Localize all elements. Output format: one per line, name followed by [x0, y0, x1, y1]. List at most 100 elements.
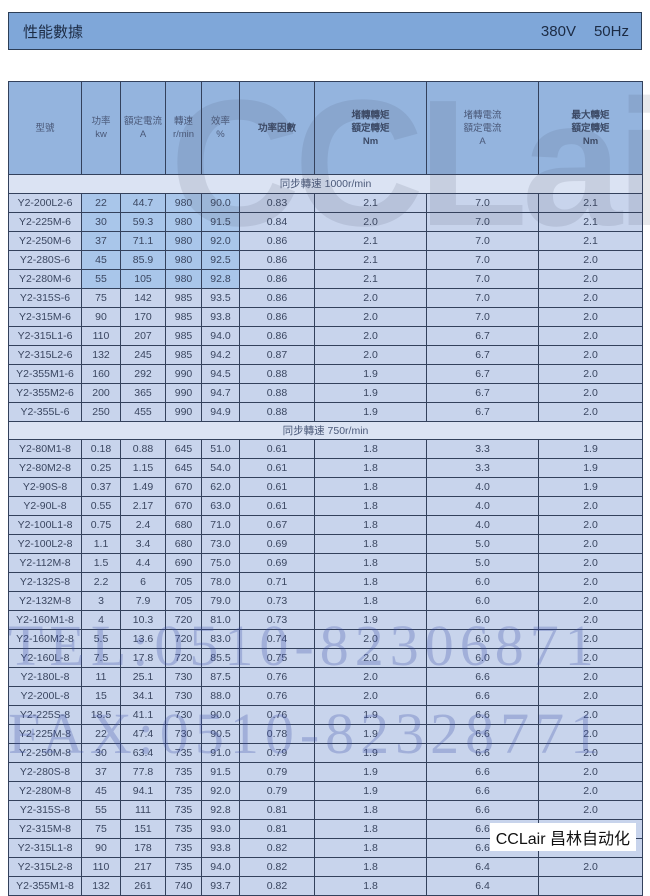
table-cell: 30	[81, 211, 121, 232]
table-cell: 0.61	[239, 439, 315, 459]
table-cell: 2.0	[538, 553, 643, 573]
table-cell: 200	[81, 382, 121, 403]
table-cell: 85.9	[120, 249, 166, 270]
table-cell: 6.4	[426, 876, 539, 896]
table-cell: 0.75	[239, 648, 315, 668]
table-cell: 2.0	[538, 686, 643, 706]
table-cell: 735	[165, 781, 202, 801]
table-cell: 6.6	[426, 724, 539, 744]
table-cell: 0.79	[239, 762, 315, 782]
table-cell: 6.6	[426, 800, 539, 820]
table-cell: 94.5	[201, 363, 240, 384]
title-bar: 性能數據 380V 50Hz	[8, 12, 642, 50]
table-row: Y2-315L2-6 132 245 985 94.2 0.87 2.0 6.7 2.0	[8, 344, 643, 365]
table-cell: 71.0	[201, 515, 240, 535]
table-cell: Y2-132M-8	[8, 591, 82, 611]
table-cell: 0.78	[239, 724, 315, 744]
table-row: Y2-355M1-8 132 261 740 93.7 0.82 1.8 6.4	[8, 876, 643, 896]
table-cell: 94.0	[201, 857, 240, 877]
table-cell: 45	[81, 249, 121, 270]
table-cell: 0.55	[81, 496, 121, 516]
table-cell: 22	[81, 724, 121, 744]
table-cell: 6.7	[426, 401, 539, 422]
table-cell: 94.2	[201, 344, 240, 365]
table-cell: 2.0	[538, 325, 643, 346]
table-cell: Y2-280M-8	[8, 781, 82, 801]
table-cell: 735	[165, 762, 202, 782]
table-cell: 7.0	[426, 192, 539, 213]
table-row: Y2-180L-8 11 25.1 730 87.5 0.76 2.0 6.6 2.0	[8, 667, 643, 687]
table-cell: 0.86	[239, 249, 315, 270]
table-cell: 90.0	[201, 192, 240, 213]
table-cell: 2.0	[314, 344, 427, 365]
table-cell: 1.9	[314, 705, 427, 725]
table-cell: 6.0	[426, 629, 539, 649]
table-cell: 1.8	[314, 819, 427, 839]
table-cell: 735	[165, 857, 202, 877]
table-cell: 985	[165, 287, 202, 308]
table-cell: 2.0	[538, 648, 643, 668]
table-cell: Y2-200L-8	[8, 686, 82, 706]
table-cell: 6.6	[426, 686, 539, 706]
table-cell: Y2-160M1-8	[8, 610, 82, 630]
table-cell: 0.81	[239, 819, 315, 839]
table-cell: 1.49	[120, 477, 166, 497]
table-cell: 0.84	[239, 211, 315, 232]
table-cell: 3.3	[426, 439, 539, 459]
table-cell: 92.8	[201, 268, 240, 289]
table-cell: Y2-355M1-8	[8, 876, 82, 896]
table-cell: 0.71	[239, 572, 315, 592]
table-cell: 2.1	[538, 192, 643, 213]
table-cell: 37	[81, 230, 121, 251]
table-cell: 17.8	[120, 648, 166, 668]
table-cell: 0.83	[239, 192, 315, 213]
table-cell: 245	[120, 344, 166, 365]
table-cell: 5.5	[81, 629, 121, 649]
table-cell: 77.8	[120, 762, 166, 782]
table-row: Y2-225M-8 22 47.4 730 90.5 0.78 1.9 6.6 2.0	[8, 724, 643, 744]
table-cell: 93.8	[201, 838, 240, 858]
table-cell: 645	[165, 439, 202, 459]
table-cell: 1.9	[314, 382, 427, 403]
table-cell: Y2-160M2-8	[8, 629, 82, 649]
table-cell: 690	[165, 553, 202, 573]
table-cell: 151	[120, 819, 166, 839]
table-cell: 83.0	[201, 629, 240, 649]
table-cell: 2.0	[538, 268, 643, 289]
table-cell: Y2-90L-8	[8, 496, 82, 516]
table-cell: 0.69	[239, 553, 315, 573]
table-cell: 0.81	[239, 800, 315, 820]
table-cell: 2.0	[314, 211, 427, 232]
table-cell: 705	[165, 572, 202, 592]
table-cell: 1.8	[314, 477, 427, 497]
table-cell: 93.0	[201, 819, 240, 839]
section-row: 同步轉速 750r/min	[8, 420, 643, 440]
table-cell: 7.0	[426, 211, 539, 232]
table-cell: 88.0	[201, 686, 240, 706]
table-cell: 2.0	[538, 572, 643, 592]
table-cell: 91.5	[201, 211, 240, 232]
table-cell: 13.6	[120, 629, 166, 649]
table-cell: 4.0	[426, 515, 539, 535]
voltage-label: 380V	[540, 22, 576, 40]
table-cell: 4.0	[426, 477, 539, 497]
table-cell: 0.86	[239, 306, 315, 327]
table-cell: 720	[165, 648, 202, 668]
table-row: Y2-225M-6 30 59.3 980 91.5 0.84 2.0 7.0 2.1	[8, 211, 643, 232]
table-cell: 1.8	[314, 857, 427, 877]
table-cell: 2.0	[314, 686, 427, 706]
table-cell: 6.0	[426, 648, 539, 668]
table-cell: 93.7	[201, 876, 240, 896]
table-cell: 0.69	[239, 534, 315, 554]
table-cell: Y2-280S-8	[8, 762, 82, 782]
table-cell: 2.0	[314, 306, 427, 327]
table-cell: Y2-315L2-8	[8, 857, 82, 877]
table-cell: 1.8	[314, 534, 427, 554]
table-row: Y2-315M-6 90 170 985 93.8 0.86 2.0 7.0 2.0	[8, 306, 643, 327]
table-row: Y2-315S-8 55 111 735 92.8 0.81 1.8 6.6 2.0	[8, 800, 643, 820]
table-row: Y2-160M1-8 4 10.3 720 81.0 0.73 1.9 6.0 2.0	[8, 610, 643, 630]
table-cell: Y2-180L-8	[8, 667, 82, 687]
table-row: Y2-100L2-8 1.1 3.4 680 73.0 0.69 1.8 5.0 2.0	[8, 534, 643, 554]
table-cell: 2.0	[538, 705, 643, 725]
table-cell: 18.5	[81, 705, 121, 725]
